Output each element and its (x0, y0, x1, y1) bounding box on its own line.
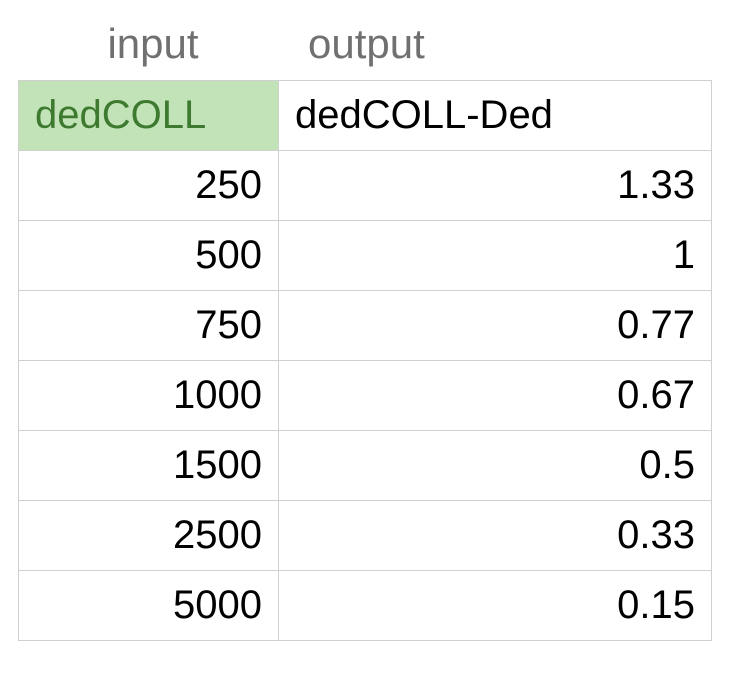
cell-input: 250 (19, 151, 279, 221)
input-label: input (18, 20, 278, 68)
cell-output: 1.33 (279, 151, 712, 221)
cell-output: 0.67 (279, 361, 712, 431)
cell-input: 2500 (19, 501, 279, 571)
column-header-dedcoll: dedCOLL (19, 81, 279, 151)
column-header-dedcoll-ded: dedCOLL-Ded (279, 81, 712, 151)
cell-output: 0.15 (279, 571, 712, 641)
cell-input: 500 (19, 221, 279, 291)
table-body: 250 1.33 500 1 750 0.77 1000 0.67 1500 0… (19, 151, 712, 641)
table-row: 2500 0.33 (19, 501, 712, 571)
cell-input: 5000 (19, 571, 279, 641)
cell-output: 0.33 (279, 501, 712, 571)
table-row: 5000 0.15 (19, 571, 712, 641)
table-row: 1500 0.5 (19, 431, 712, 501)
cell-input: 1500 (19, 431, 279, 501)
cell-input: 750 (19, 291, 279, 361)
cell-input: 1000 (19, 361, 279, 431)
section-labels: input output (18, 20, 712, 68)
output-label: output (278, 20, 712, 68)
table-row: 750 0.77 (19, 291, 712, 361)
table-row: 250 1.33 (19, 151, 712, 221)
cell-output: 0.5 (279, 431, 712, 501)
data-table: dedCOLL dedCOLL-Ded 250 1.33 500 1 750 0… (18, 80, 712, 641)
cell-output: 1 (279, 221, 712, 291)
cell-output: 0.77 (279, 291, 712, 361)
table-row: 500 1 (19, 221, 712, 291)
table-header-row: dedCOLL dedCOLL-Ded (19, 81, 712, 151)
table-row: 1000 0.67 (19, 361, 712, 431)
